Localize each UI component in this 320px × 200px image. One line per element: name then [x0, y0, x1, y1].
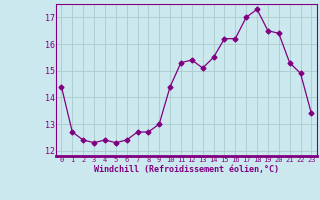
X-axis label: Windchill (Refroidissement éolien,°C): Windchill (Refroidissement éolien,°C) [94, 165, 279, 174]
